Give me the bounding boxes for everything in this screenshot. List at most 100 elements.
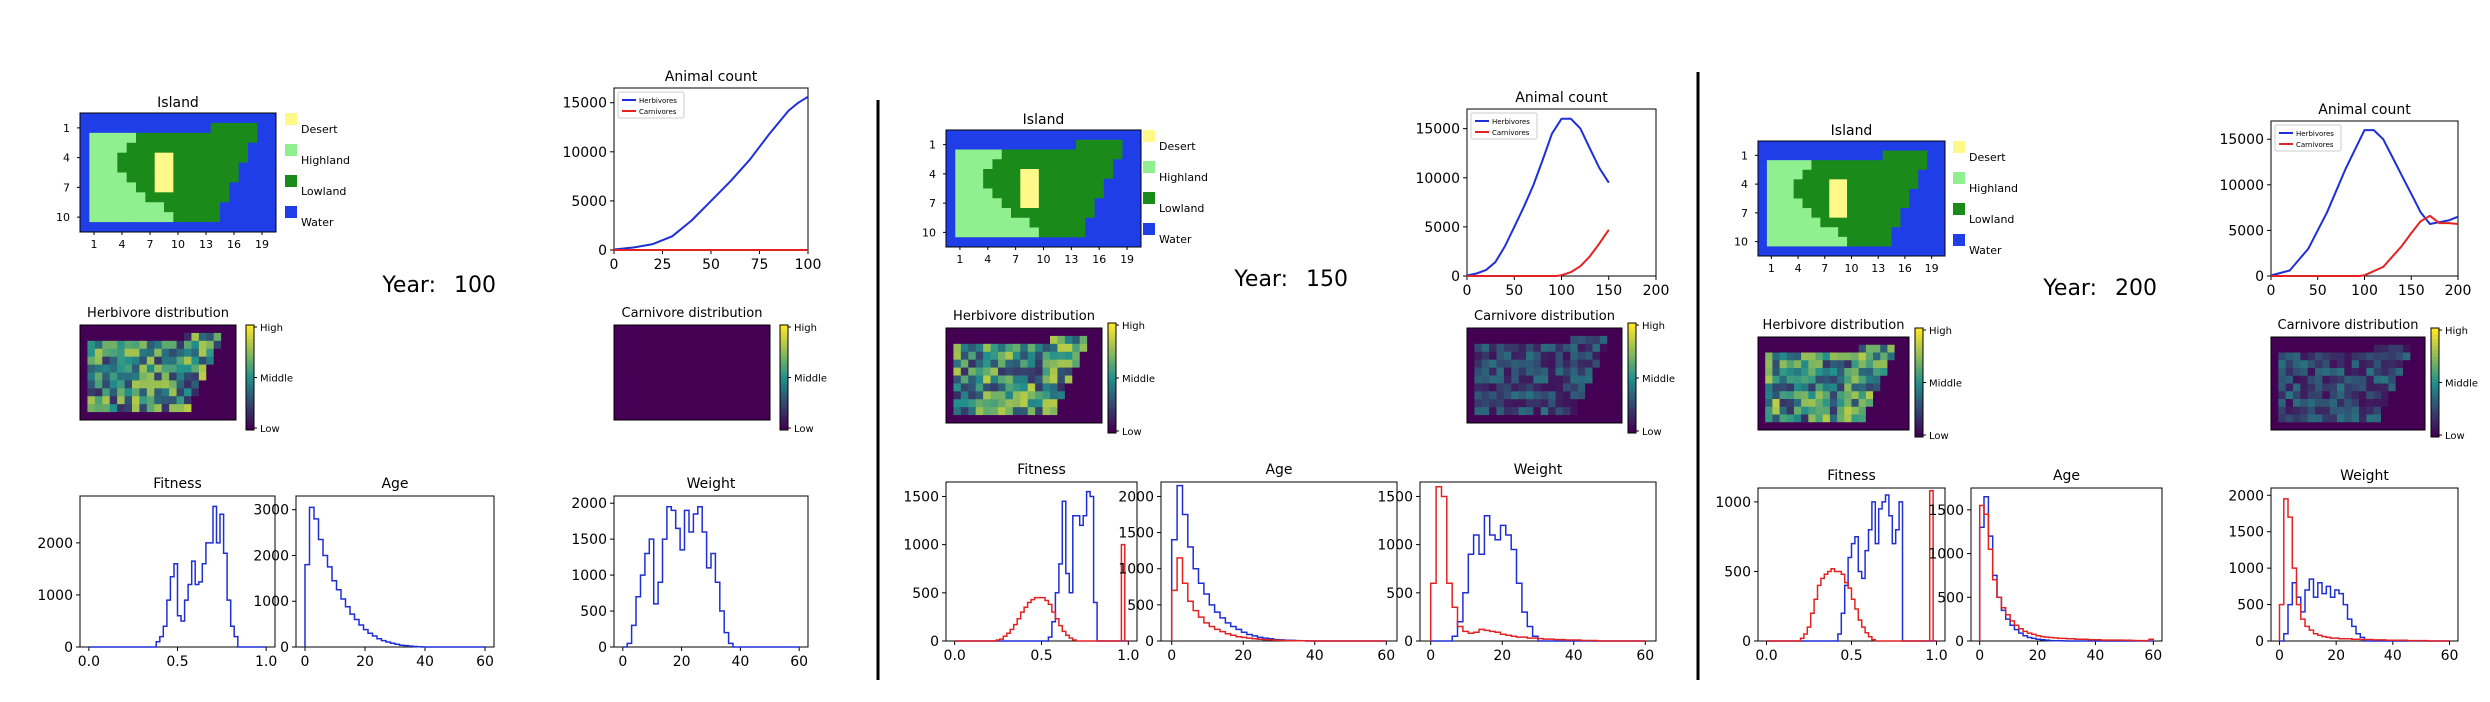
heatmap-cell [1865, 368, 1874, 377]
heatmap-cell [1057, 359, 1066, 368]
island-cell [1131, 130, 1142, 141]
heatmap-cell [2278, 368, 2287, 377]
island-cell [1891, 217, 1901, 228]
age-xtick-label: 60 [2144, 648, 2162, 664]
heatmap-cell [1094, 399, 1103, 408]
heatmap-cell [2395, 368, 2404, 377]
island-cell [1103, 237, 1114, 248]
heatmap-cell [1844, 368, 1852, 377]
island-cell [983, 188, 993, 199]
colorbar-segment [1108, 392, 1116, 397]
heatmap-cell [161, 388, 170, 397]
heatmap-cell [169, 396, 177, 405]
island-cell [1918, 236, 1928, 247]
heatmap-cell [2315, 399, 2323, 408]
heatmap-cell [2410, 375, 2419, 384]
heatmap-cell [2278, 406, 2287, 415]
island-xtick-label: 16 [1092, 253, 1106, 266]
heatmap-cell [651, 348, 659, 358]
island-cell [182, 202, 193, 213]
island-cell [1094, 188, 1105, 199]
heatmap-cell [1027, 343, 1036, 353]
heatmap-cell [1496, 335, 1505, 345]
heatmap-cell [154, 396, 163, 405]
weight-xtick-label: 0 [1426, 648, 1435, 664]
heatmap-cell [1901, 391, 1910, 400]
island-cell [1829, 150, 1839, 161]
heatmap-cell [1027, 399, 1036, 408]
heatmap-cell [2403, 368, 2411, 377]
heatmap-cell [2315, 344, 2323, 353]
heatmap-cell [2307, 375, 2316, 384]
heatmap-cell [1614, 351, 1623, 361]
heatmap-cell [636, 340, 645, 350]
heatmap-cell [1526, 375, 1534, 384]
island-cell [1048, 237, 1058, 248]
island-cell [946, 217, 956, 228]
animal-count-ytick-label: 0 [2255, 269, 2264, 285]
heatmap-cell [102, 340, 111, 350]
heatmap-cell [680, 404, 689, 413]
heatmap-cell [1607, 343, 1616, 353]
heatmap-cell [2381, 352, 2389, 361]
heatmap-cell [725, 404, 734, 413]
heatmap-cell [2351, 391, 2360, 400]
heatmap-cell [2410, 383, 2419, 392]
colorbar-segment [1108, 374, 1116, 379]
heatmap-cell [1064, 415, 1073, 424]
heatmap-cell [1585, 335, 1593, 345]
heatmap-cell [1548, 383, 1556, 392]
island-xtick-label: 4 [984, 253, 991, 266]
island-cell [1820, 198, 1830, 209]
heatmap-cell [2373, 368, 2382, 377]
island-cell [210, 122, 221, 134]
colorbar-segment [1108, 414, 1116, 419]
island-cell [238, 202, 249, 213]
heatmap-cell [1577, 407, 1586, 416]
colorbar-segment [1628, 323, 1636, 328]
heatmap-cell [191, 396, 200, 405]
animal-count-xtick-label: 0 [2267, 283, 2276, 299]
weight-xtick-label: 0 [618, 654, 627, 670]
heatmap-cell [184, 388, 192, 397]
island-cell [1001, 178, 1012, 189]
heatmap-cell [946, 335, 954, 345]
heatmap-cell [228, 404, 237, 413]
heatmap-cell [1880, 360, 1888, 369]
island-cell [192, 192, 202, 203]
heatmap-cell [1496, 359, 1505, 368]
island-cell [1793, 227, 1803, 238]
island-cell [1811, 188, 1821, 199]
heatmap-cell [1808, 391, 1816, 400]
heatmap-cell [703, 356, 711, 365]
heatmap-cell [740, 404, 749, 413]
island-cell [1057, 149, 1068, 160]
fitness-ytick-label: 0 [930, 634, 939, 650]
heatmap-cell [1035, 343, 1043, 353]
island-cell [1038, 237, 1049, 248]
island-cell [210, 162, 221, 173]
heatmap-cell [1467, 335, 1475, 345]
heatmap-cell [102, 325, 111, 334]
heatmap-cell [1765, 352, 1773, 361]
island-cell [89, 202, 100, 213]
heatmap-cell [1837, 337, 1845, 346]
heatmap-cell [2300, 344, 2309, 353]
heatmap-cell [117, 332, 125, 342]
heatmap-cell [651, 364, 659, 373]
island-cell [1847, 188, 1857, 199]
heatmap-cell [132, 348, 140, 358]
heatmap-cell [762, 348, 771, 358]
island-cell [1873, 217, 1884, 228]
island-cell [248, 122, 258, 134]
heatmap-cell [184, 348, 192, 358]
heatmap-cell [87, 364, 96, 373]
island-cell [1775, 179, 1786, 190]
heatmap-cell [2373, 422, 2382, 431]
heatmap-cell [1865, 414, 1874, 423]
heatmap-cell [968, 343, 977, 353]
island-cell [229, 212, 240, 223]
heatmap-cell [1793, 375, 1802, 384]
heatmap-cell [221, 372, 229, 381]
